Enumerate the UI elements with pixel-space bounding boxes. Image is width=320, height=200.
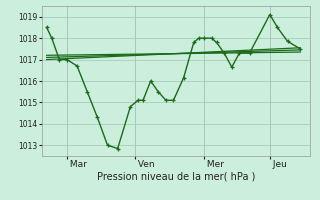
X-axis label: Pression niveau de la mer( hPa ): Pression niveau de la mer( hPa )	[97, 172, 255, 182]
